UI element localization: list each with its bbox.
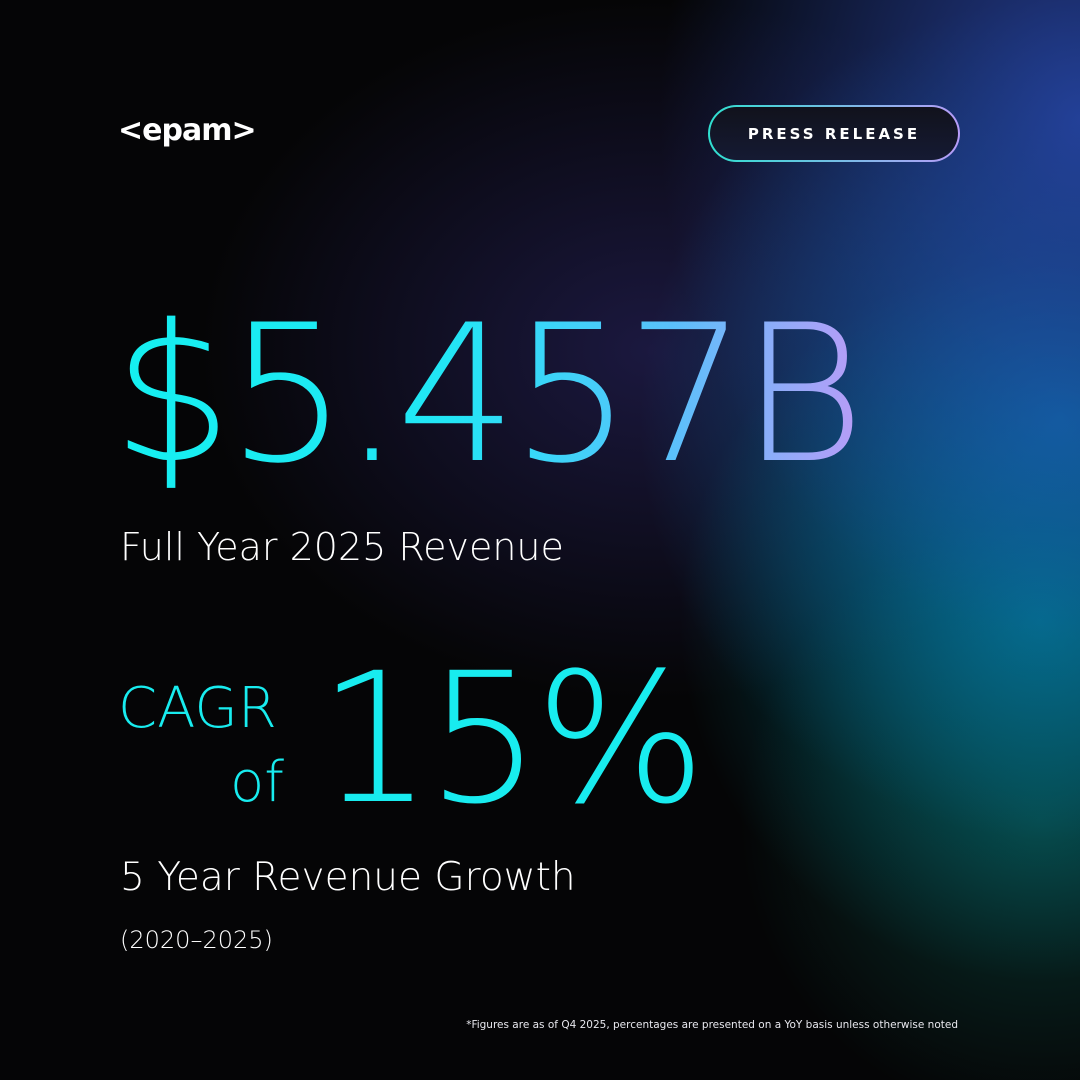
logo: <epam> <box>118 113 257 148</box>
press-release-badge: PRESS RELEASE <box>708 105 960 162</box>
growth-period: (2020–2025) <box>120 926 273 954</box>
cagr-label: CAGR <box>118 676 277 741</box>
growth-label: 5 Year Revenue Growth <box>120 855 576 900</box>
of-label: of <box>230 750 284 815</box>
growth-value: 15% <box>318 635 706 844</box>
footnote: *Figures are as of Q4 2025, percentages … <box>466 1019 958 1031</box>
revenue-label: Full Year 2025 Revenue <box>120 525 564 569</box>
revenue-value: $5.457B <box>112 284 865 505</box>
